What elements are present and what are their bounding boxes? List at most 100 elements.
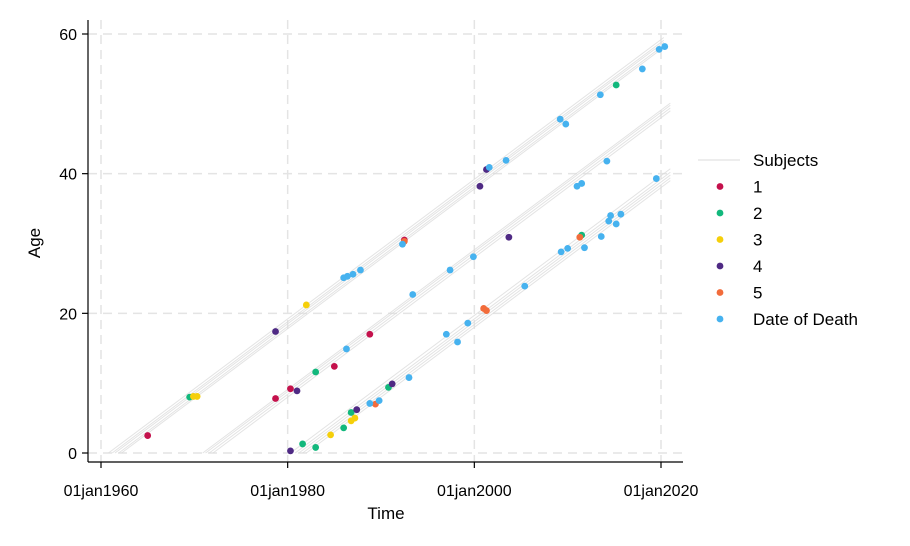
data-points	[144, 43, 669, 455]
data-point	[349, 270, 357, 278]
data-point	[351, 414, 359, 422]
data-point	[470, 253, 477, 261]
data-point	[612, 81, 620, 89]
data-point	[578, 180, 586, 187]
legend: Subjects 1 2 3 4 5 Date of Death	[698, 151, 858, 329]
legend-label: 1	[753, 178, 762, 197]
data-point	[272, 328, 279, 335]
series-4	[272, 166, 513, 455]
data-point	[340, 424, 348, 432]
subject-lifeline	[114, 41, 665, 454]
data-point	[302, 301, 310, 309]
data-point	[399, 240, 406, 248]
series-3	[190, 301, 359, 439]
data-point	[597, 233, 605, 240]
data-point	[287, 447, 294, 455]
data-point	[446, 266, 454, 274]
data-point	[375, 397, 383, 405]
data-point	[605, 217, 613, 225]
data-point	[502, 156, 510, 164]
data-point	[144, 432, 152, 439]
data-point	[293, 387, 301, 395]
data-point	[562, 120, 570, 128]
y-tick-label: 40	[59, 167, 77, 184]
data-point	[347, 409, 355, 416]
data-point	[312, 368, 320, 376]
data-point	[287, 385, 294, 393]
data-point	[357, 266, 364, 274]
legend-swatch	[716, 289, 724, 296]
data-point	[576, 233, 584, 241]
axes	[82, 20, 683, 468]
subject-lifeline	[121, 46, 665, 454]
data-point	[617, 210, 625, 218]
data-point	[638, 65, 646, 73]
data-point	[476, 182, 484, 190]
data-point	[405, 374, 413, 381]
data-point	[607, 212, 614, 219]
data-point	[388, 380, 396, 388]
data-point	[330, 363, 338, 370]
legend-label: 5	[753, 284, 762, 303]
tick-labels: 01jan1960 01jan1980 01jan2000 01jan2020 0 20 4…	[59, 27, 698, 500]
y-tick-label: 0	[68, 446, 77, 463]
subject-lifeline	[290, 168, 671, 454]
data-point	[661, 43, 669, 50]
legend-label: 3	[753, 231, 762, 250]
data-point	[343, 345, 350, 353]
x-tick-label: 01jan2020	[624, 483, 699, 500]
legend-label: Subjects	[753, 151, 818, 170]
series-2	[186, 81, 620, 451]
legend-swatch	[716, 183, 724, 190]
legend-swatch	[716, 236, 724, 243]
legend-swatch	[716, 209, 724, 217]
data-point	[312, 444, 320, 451]
data-point	[299, 440, 306, 448]
data-point	[505, 233, 513, 241]
legend-label: 2	[753, 204, 762, 223]
data-point	[655, 45, 663, 53]
x-tick-label: 01jan1960	[64, 483, 139, 500]
y-axis-title: Age	[25, 228, 44, 258]
subject-lifeline	[202, 102, 671, 454]
subject-lifeline	[111, 39, 665, 454]
series-5	[372, 233, 584, 408]
legend-label: 4	[753, 257, 762, 276]
subject-lifeline	[205, 104, 671, 454]
legend-swatch	[716, 315, 724, 323]
y-tick-label: 60	[59, 27, 77, 44]
data-point	[581, 244, 588, 252]
data-point	[464, 319, 472, 327]
subject-lifeline	[108, 37, 665, 454]
data-point	[556, 115, 564, 123]
data-point	[521, 282, 529, 290]
x-tick-label: 01jan1980	[250, 483, 325, 500]
data-point	[353, 406, 361, 414]
x-axis-title: Time	[367, 504, 404, 523]
legend-label: Date of Death	[753, 310, 858, 329]
data-point	[596, 91, 604, 99]
data-point	[327, 431, 334, 439]
data-point	[454, 338, 461, 346]
series-6	[340, 43, 669, 407]
data-point	[483, 307, 490, 314]
data-point	[366, 330, 374, 338]
data-point	[557, 248, 565, 256]
grid-lines	[88, 20, 683, 462]
data-point	[603, 157, 611, 165]
data-point	[485, 163, 493, 171]
data-point	[652, 175, 660, 182]
data-point	[366, 400, 374, 407]
subject-lifeline	[306, 180, 671, 454]
data-point	[409, 291, 417, 298]
subject-lifeline	[118, 44, 665, 454]
subject-lifeline	[208, 107, 671, 454]
data-point	[344, 272, 351, 280]
data-point	[612, 220, 620, 228]
data-point	[272, 395, 279, 402]
y-tick-label: 20	[59, 306, 77, 323]
data-point	[442, 330, 450, 338]
subject-lifeline	[212, 110, 671, 454]
data-point	[193, 393, 201, 400]
